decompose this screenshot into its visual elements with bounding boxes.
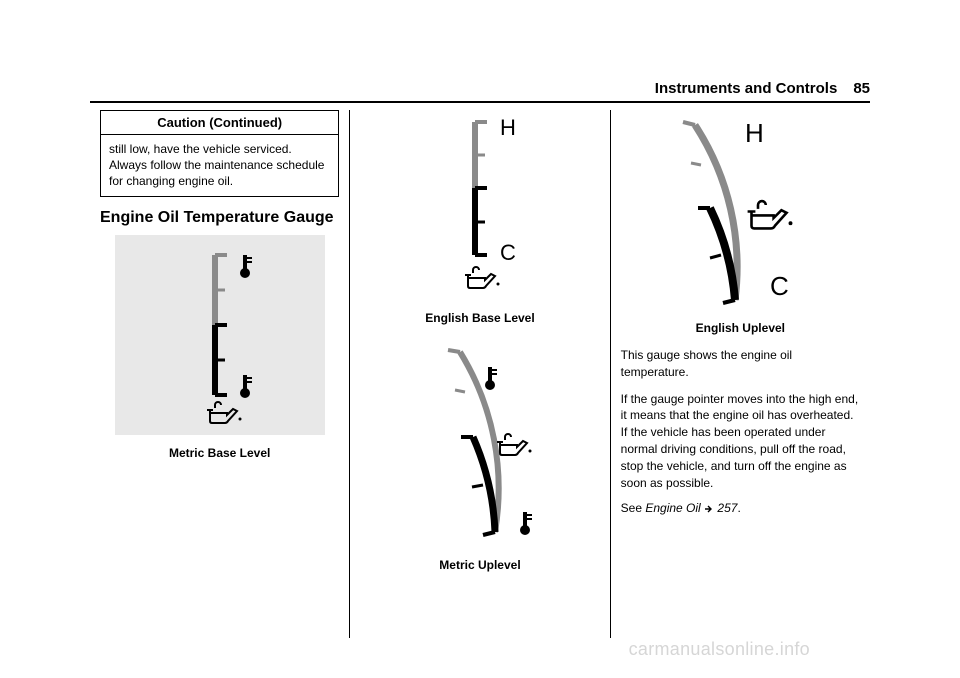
gauge-english-uplevel-svg: H C — [625, 110, 855, 310]
header-page-number: 85 — [853, 80, 870, 97]
body-paragraph-2: If the gauge pointer moves into the high… — [621, 391, 860, 492]
gauge-metric-base-svg — [115, 235, 325, 435]
oil-can-icon — [497, 434, 532, 455]
page-ref-icon — [704, 504, 714, 514]
figure-metric-uplevel — [360, 337, 599, 552]
page-header: Instruments and Controls 85 — [90, 80, 870, 103]
caution-box: Caution (Continued) still low, have the … — [100, 110, 339, 197]
page: Instruments and Controls 85 Caution (Con… — [0, 0, 960, 678]
figure-metric-base-caption: Metric Base Level — [100, 446, 339, 460]
caution-header: Caution (Continued) — [101, 111, 338, 135]
gauge-english-base-svg: H C — [375, 110, 585, 300]
see-reference: See Engine Oil 257. — [621, 501, 860, 515]
column-1: Caution (Continued) still low, have the … — [90, 110, 349, 638]
caution-body: still low, have the vehicle serviced. Al… — [101, 135, 338, 196]
gauge-metric-uplevel-svg — [375, 337, 585, 547]
ref-prefix: See — [621, 501, 646, 515]
figure-metric-uplevel-caption: Metric Uplevel — [360, 558, 599, 572]
header-title: Instruments and Controls — [655, 80, 838, 97]
figure-english-base: H C — [360, 110, 599, 305]
column-2: H C English Base Level — [349, 110, 609, 638]
ref-page: 257 — [717, 501, 737, 515]
svg-text:H: H — [745, 118, 764, 148]
oil-can-icon — [465, 267, 500, 288]
figure-english-uplevel-caption: English Uplevel — [621, 321, 860, 335]
svg-text:C: C — [500, 240, 516, 265]
ref-suffix: . — [737, 501, 740, 515]
svg-text:C: C — [770, 271, 789, 301]
oil-can-icon — [748, 201, 793, 228]
watermark: carmanualsonline.info — [629, 639, 810, 660]
figure-english-uplevel: H C — [621, 110, 860, 315]
columns: Caution (Continued) still low, have the … — [90, 110, 870, 638]
svg-text:H: H — [500, 115, 516, 140]
body-paragraph-1: This gauge shows the engine oil temperat… — [621, 347, 860, 381]
figure-metric-base — [100, 235, 339, 440]
column-3: H C English Uplevel This gauge shows the… — [610, 110, 870, 638]
section-heading: Engine Oil Temperature Gauge — [100, 209, 339, 227]
ref-link: Engine Oil — [645, 501, 700, 515]
figure-english-base-caption: English Base Level — [360, 311, 599, 325]
